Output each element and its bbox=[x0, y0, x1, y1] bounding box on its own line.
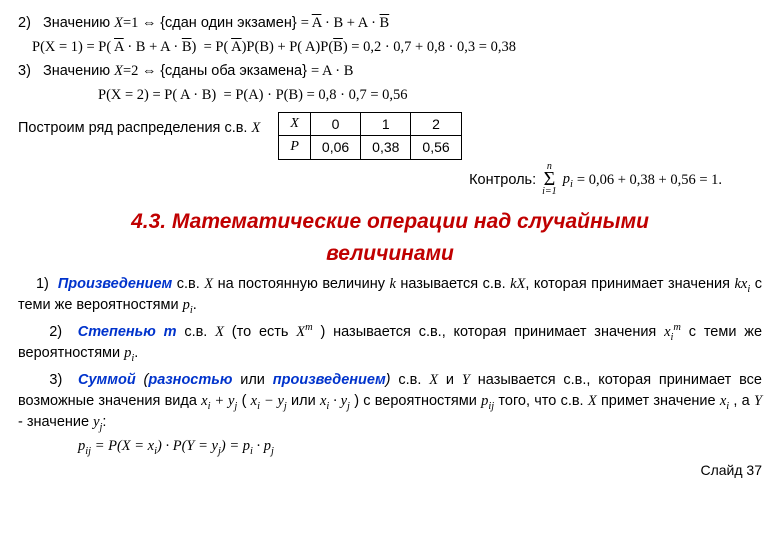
item2-label: 2) bbox=[18, 15, 31, 31]
dist-r-0: P bbox=[279, 136, 311, 159]
dist-th-3: 2 bbox=[411, 113, 461, 136]
dist-r-2: 0,38 bbox=[361, 136, 411, 159]
def2-term: Степенью m bbox=[78, 324, 177, 340]
section-title-1: 4.3. Математические операции над случайн… bbox=[18, 207, 762, 237]
dist-intro: Построим ряд распределения с.в. bbox=[18, 120, 251, 136]
def3: 3) Суммой (разностью или произведением) … bbox=[18, 370, 762, 433]
item3-text: Значению bbox=[43, 63, 114, 79]
dist-th-2: 1 bbox=[361, 113, 411, 136]
item2-line2: P(X = 1) = P( A · B + A · B) = P( A)P(B)… bbox=[18, 37, 762, 58]
item3-line2: P(X = 2) = P( A · B) = P(A) · P(B) = 0,8… bbox=[18, 85, 762, 106]
item3-label: 3) bbox=[18, 63, 31, 79]
def1: 1) Произведением с.в. X на постоянную ве… bbox=[18, 274, 762, 316]
dist-var: X bbox=[251, 120, 260, 136]
dist-row: Построим ряд распределения с.в. X X 0 1 … bbox=[18, 112, 762, 160]
dist-th-0: X bbox=[279, 113, 311, 136]
item3-eq-b: = A · B bbox=[311, 63, 353, 79]
def2: 2) Степенью m с.в. X (то есть Xm ) назыв… bbox=[18, 322, 762, 364]
slide-footer: Слайд 37 bbox=[18, 460, 762, 480]
control-line: Контроль: n Σ i=1 pi = 0,06 + 0,38 + 0,5… bbox=[18, 163, 762, 197]
item3-braces: {сданы оба экзамена} bbox=[160, 63, 307, 79]
item2-text: Значению bbox=[43, 15, 114, 31]
section-title-2: величинами bbox=[18, 239, 762, 269]
item3-line1: 3) Значению X=2 ⇔ {сданы оба экзамена} =… bbox=[18, 61, 762, 82]
dist-r-3: 0,56 bbox=[411, 136, 461, 159]
dist-r-1: 0,06 bbox=[310, 136, 360, 159]
def3-term1: Суммой bbox=[78, 372, 136, 388]
item2-line1: 2) Значению X=1 ⇔ {сдан один экзамен} = … bbox=[18, 13, 762, 34]
def3-term3: произведением bbox=[273, 372, 386, 388]
dist-th-1: 0 bbox=[310, 113, 360, 136]
sum-symbol: n Σ i=1 bbox=[542, 163, 557, 197]
formula-line: pij = P(X = xi) · P(Y = yj) = pi · pj bbox=[18, 436, 762, 457]
item2-eq-a: X bbox=[114, 15, 123, 31]
item2-braces: {сдан один экзамен} bbox=[160, 15, 297, 31]
control-label: Контроль: bbox=[469, 171, 536, 187]
item2-eq-b: = A · B + A · B bbox=[301, 15, 390, 31]
def1-term: Произведением bbox=[58, 276, 172, 292]
def3-term2: разностью bbox=[148, 372, 232, 388]
dist-table: X 0 1 2 P 0,06 0,38 0,56 bbox=[278, 112, 461, 160]
